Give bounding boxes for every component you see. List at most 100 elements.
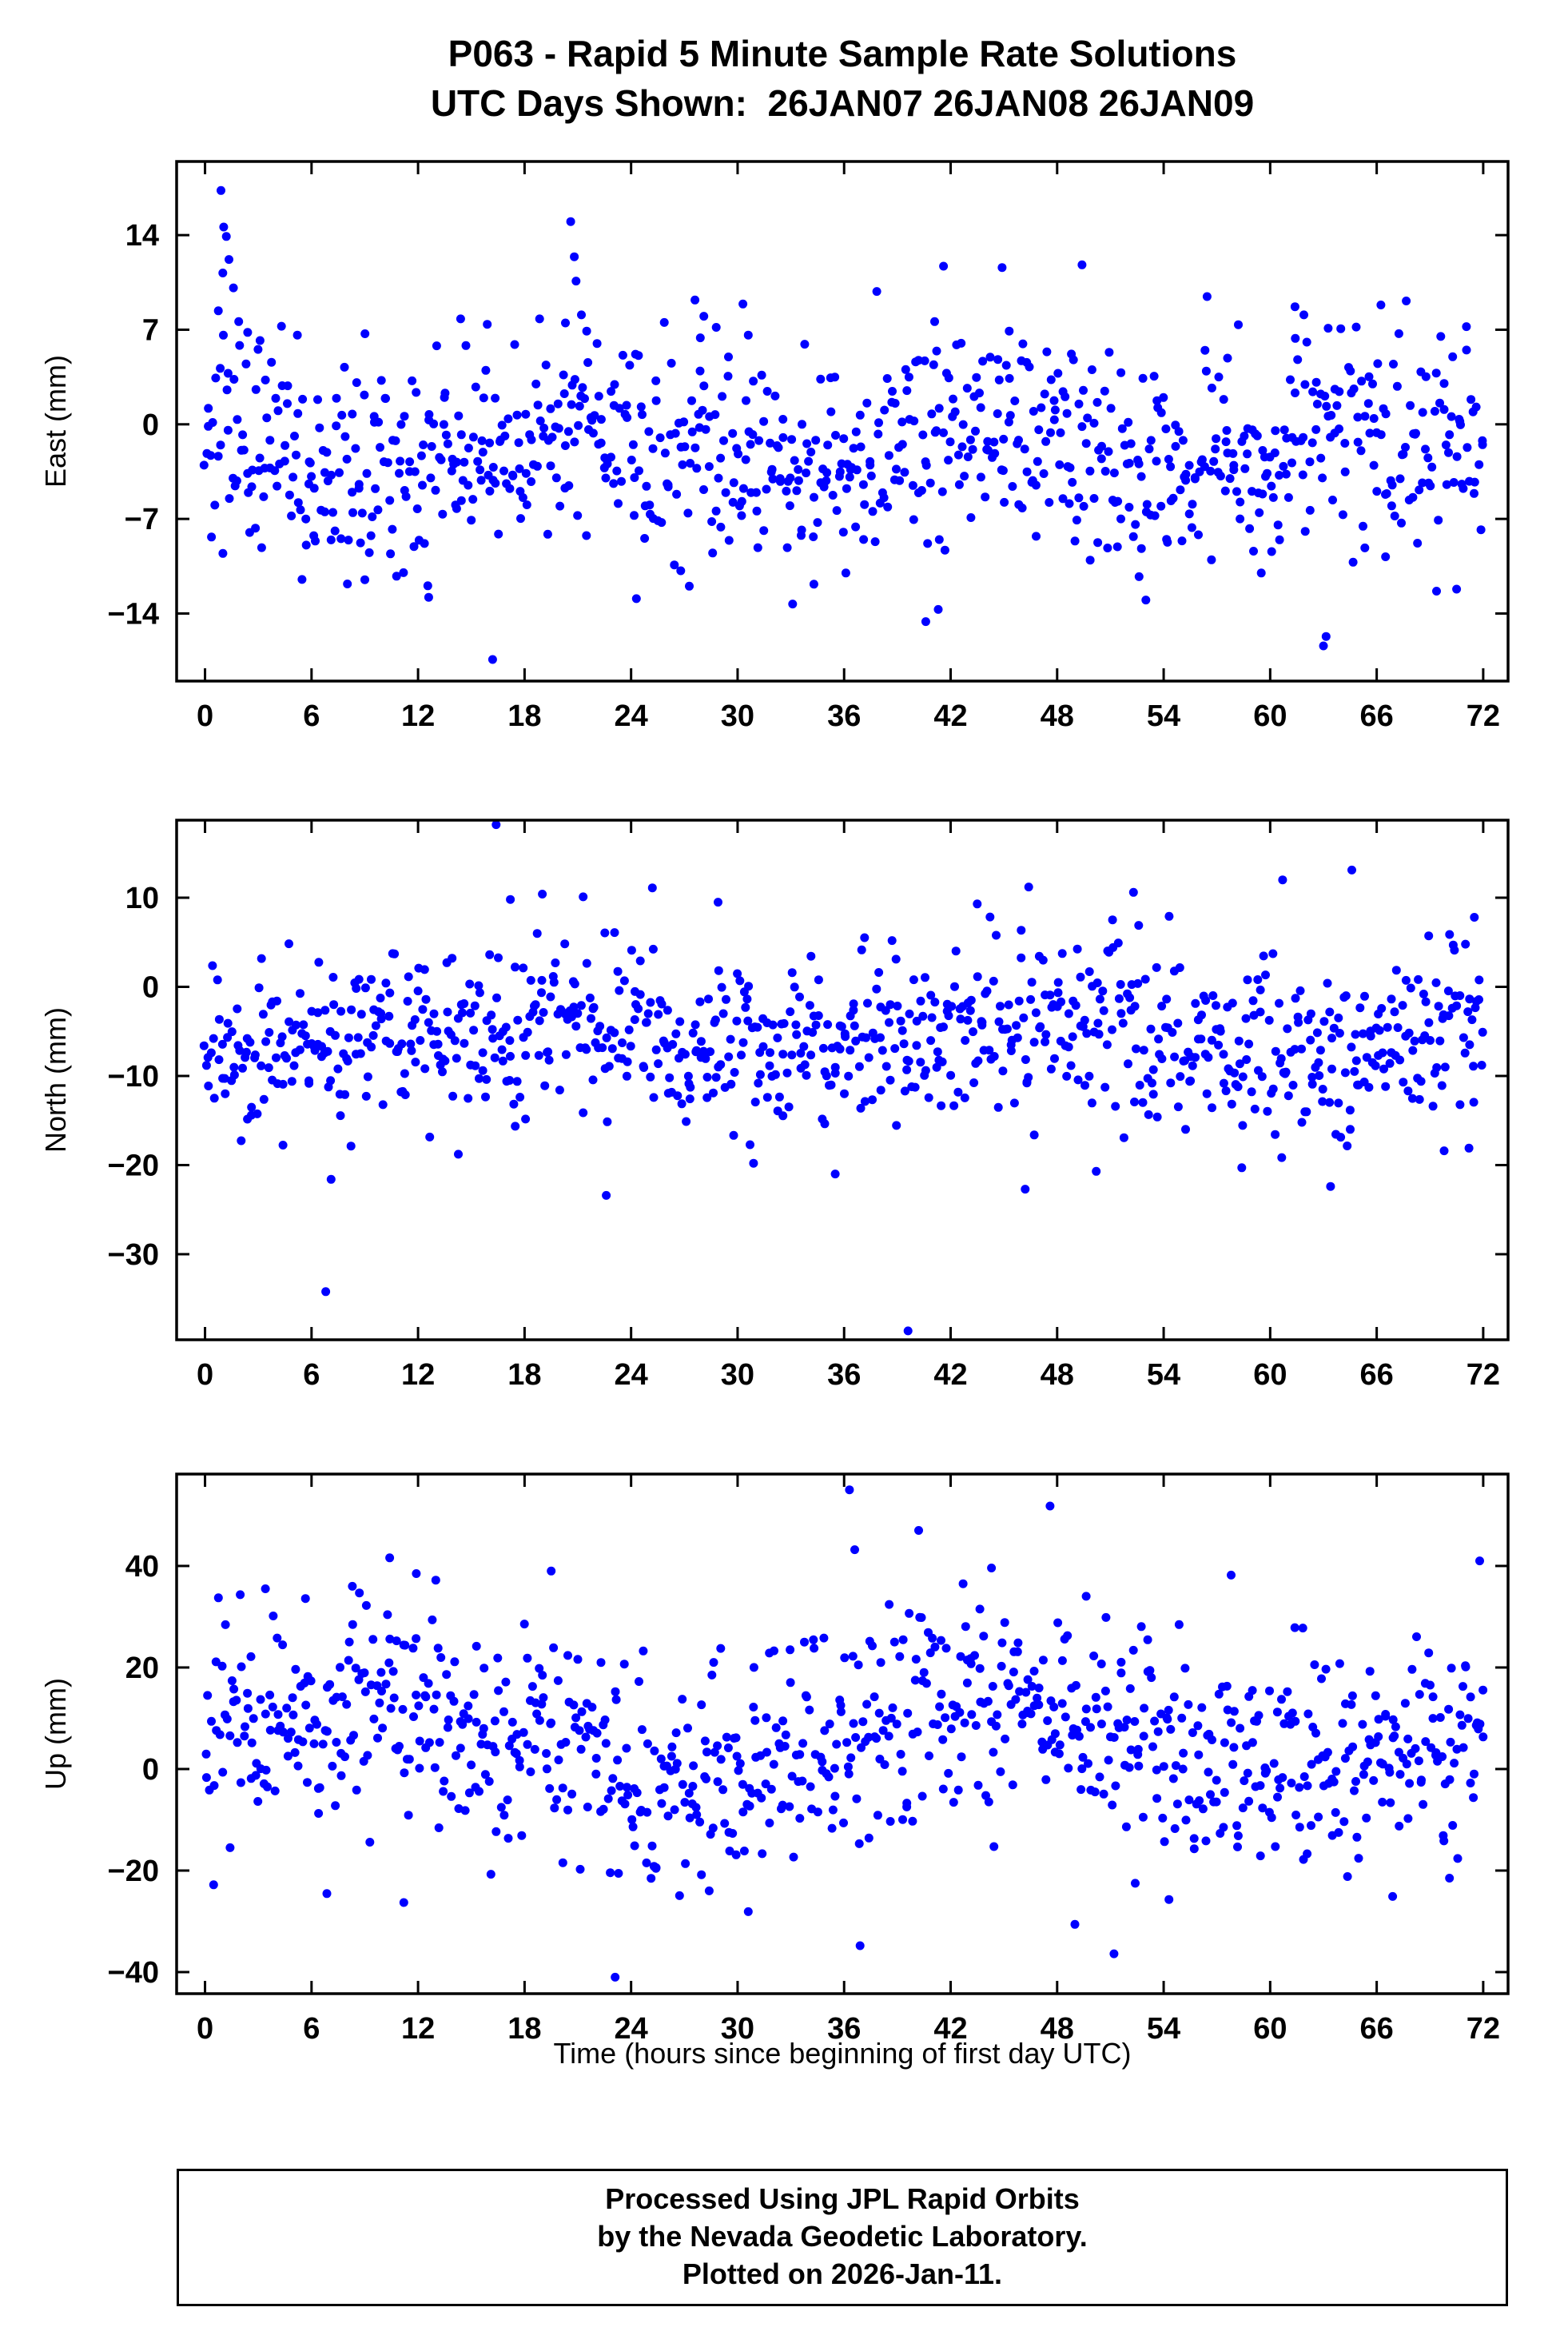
data-point: [690, 295, 700, 305]
data-point: [939, 261, 949, 271]
x-tick-label: 18: [507, 699, 541, 733]
data-point: [1109, 1949, 1119, 1958]
data-point: [1045, 1501, 1055, 1511]
data-point: [1381, 552, 1391, 561]
y-tick-label: −20: [108, 1855, 159, 1888]
data-point: [571, 277, 581, 286]
x-tick-label: 36: [827, 1358, 861, 1392]
data-point: [579, 892, 588, 902]
y-axis-label-east: East (mm): [39, 355, 72, 488]
data-point: [326, 1174, 336, 1184]
x-tick-label: 72: [1467, 1358, 1500, 1392]
x-tick-label: 30: [721, 699, 754, 733]
data-point: [261, 1584, 270, 1593]
chart-title-line1: P063 - Rapid 5 Minute Sample Rate Soluti…: [448, 33, 1237, 74]
data-point: [577, 310, 586, 320]
data-point: [611, 1972, 620, 1982]
data-point: [743, 1907, 753, 1916]
data-point: [1092, 1166, 1101, 1176]
data-point: [1227, 1570, 1236, 1580]
x-tick-label: 72: [1467, 2012, 1500, 2046]
y-tick-label: 0: [142, 970, 159, 1004]
east-panel: 0 6 12 18 24 30 36 42 48 54 60 66 72 −14 −7 0 7 14: [108, 160, 1510, 733]
data-point: [1237, 1163, 1247, 1173]
data-point: [631, 594, 641, 604]
x-tick-label: 18: [507, 2012, 541, 2046]
data-point: [714, 898, 722, 907]
east-points: [199, 185, 1487, 664]
x-axis-label: Time (hours since beginning of first day…: [553, 2037, 1132, 2070]
data-point: [566, 217, 575, 226]
data-point: [1164, 1895, 1174, 1904]
x-tick-label: 60: [1253, 2012, 1287, 2046]
x-tick-label: 42: [933, 1358, 967, 1392]
data-point: [914, 1526, 923, 1535]
data-point: [506, 895, 515, 904]
data-point: [1319, 641, 1328, 651]
north-points: [199, 820, 1487, 1336]
x-tick-label: 6: [303, 1358, 320, 1392]
data-point: [219, 222, 229, 232]
data-point: [1005, 326, 1014, 336]
east-ticks: [177, 161, 1508, 681]
data-point: [973, 899, 982, 909]
data-point: [1256, 568, 1266, 578]
data-point: [213, 306, 223, 316]
data-point: [738, 299, 748, 309]
y-tick-label: 14: [125, 219, 159, 253]
data-point: [570, 252, 579, 261]
north-panel: 0 6 12 18 24 30 36 42 48 54 60 66 72 −30 −20 −10 0 10: [108, 819, 1510, 1392]
x-tick-label: 48: [1041, 1358, 1074, 1392]
data-point: [483, 320, 492, 329]
up-points: [201, 1485, 1488, 1982]
data-point: [412, 1569, 421, 1578]
data-point: [1024, 883, 1033, 892]
data-point: [958, 1579, 968, 1588]
east-tick-labels: 0 6 12 18 24 30 36 42 48 54 60 66 72 −14 −7 0 7 14: [108, 219, 1501, 733]
data-point: [841, 568, 850, 578]
data-point: [1347, 865, 1356, 875]
data-point: [293, 330, 302, 340]
y-tick-label: −7: [125, 503, 159, 536]
data-point: [788, 600, 798, 609]
chart-title-line2: UTC Days Shown: 26JAN07 26JAN08 26JAN09: [430, 82, 1255, 124]
data-point: [997, 263, 1007, 273]
data-point: [1070, 1919, 1080, 1929]
data-point: [431, 1576, 440, 1585]
data-point: [850, 1545, 859, 1555]
data-point: [561, 318, 570, 328]
data-point: [221, 232, 231, 241]
y-axis-label-north: North (mm): [39, 1007, 72, 1153]
data-point: [1475, 1556, 1484, 1566]
x-tick-label: 30: [721, 2012, 754, 2046]
data-point: [456, 314, 465, 324]
x-tick-label: 6: [303, 2012, 320, 2046]
x-tick-label: 66: [1359, 2012, 1393, 2046]
x-tick-label: 60: [1253, 1358, 1287, 1392]
data-point: [1223, 353, 1232, 363]
data-point: [987, 1564, 997, 1572]
x-tick-label: 66: [1359, 699, 1393, 733]
data-point: [1290, 302, 1299, 312]
x-tick-label: 48: [1041, 2012, 1074, 2046]
y-tick-label: 0: [142, 408, 159, 442]
x-tick-label: 18: [507, 1358, 541, 1392]
data-point: [930, 317, 939, 326]
y-tick-label: 20: [125, 1652, 159, 1685]
data-point: [845, 1485, 854, 1495]
data-point: [1278, 875, 1287, 885]
up-frame: [175, 1472, 1510, 1995]
footer-line-1: Processed Using JPL Rapid Orbits: [605, 2182, 1080, 2215]
x-tick-label: 0: [197, 699, 213, 733]
footer-line-3: Plotted on 2026-Jan-11.: [682, 2257, 1003, 2290]
data-point: [424, 592, 433, 602]
data-point: [1470, 913, 1479, 922]
data-point: [830, 1170, 840, 1179]
x-tick-label: 12: [401, 1358, 435, 1392]
x-tick-label: 0: [197, 2012, 213, 2046]
y-tick-label: 10: [125, 882, 159, 915]
y-axis-label-up: Up (mm): [39, 1678, 72, 1790]
data-point: [360, 575, 369, 584]
data-point: [1299, 310, 1308, 320]
